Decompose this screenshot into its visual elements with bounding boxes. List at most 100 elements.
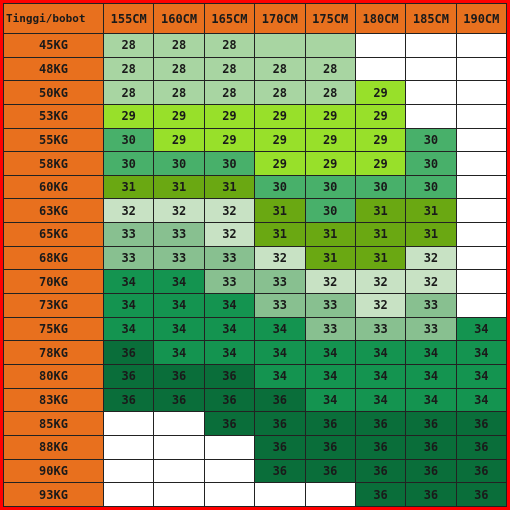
size-cell: 32: [254, 245, 306, 271]
corner-header: Tinggi/bobot: [3, 3, 104, 34]
size-cell: 34: [153, 293, 205, 318]
size-cell: 30: [354, 174, 407, 200]
size-cell: 30: [405, 151, 457, 176]
size-cell: [455, 293, 508, 318]
size-chart-frame: Tinggi/bobot 155CM 160CM 165CM 170CM 175…: [3, 3, 508, 507]
size-cell: 33: [254, 269, 306, 295]
size-cell: [455, 103, 508, 129]
size-cell: 28: [304, 80, 356, 105]
size-cell: 31: [254, 198, 306, 224]
size-cell: 36: [102, 363, 155, 389]
size-cell: 28: [254, 56, 306, 82]
size-cell: 32: [203, 222, 256, 247]
table-row: 45KG 28 28 28: [3, 33, 508, 58]
size-cell: 36: [203, 363, 256, 389]
row-header-weight: 73KG: [3, 293, 104, 318]
size-cell: 34: [203, 293, 256, 318]
size-cell: 31: [405, 198, 457, 224]
size-cell: 29: [203, 127, 256, 153]
table-row: 68KG 33 33 33 32 31 31 32: [3, 245, 508, 271]
row-header-weight: 45KG: [3, 33, 104, 58]
size-cell: 36: [254, 458, 306, 484]
size-cell: [455, 198, 508, 224]
size-cell: 30: [254, 174, 306, 200]
size-cell: 32: [354, 293, 407, 318]
table-row: 78KG 36 34 34 34 34 34 34 34: [3, 340, 508, 365]
size-cell: 29: [153, 103, 205, 129]
row-header-weight: 63KG: [3, 198, 104, 224]
size-cell: 32: [203, 198, 256, 224]
size-cell: [455, 245, 508, 271]
size-cell: [405, 80, 457, 105]
size-cell: 36: [304, 458, 356, 484]
size-cell: 29: [102, 103, 155, 129]
size-cell: 34: [153, 316, 205, 342]
size-cell: 31: [354, 198, 407, 224]
size-cell: 34: [405, 340, 457, 365]
table-row: 60KG 31 31 31 30 30 30 30: [3, 174, 508, 200]
size-cell: 34: [102, 269, 155, 295]
row-header-weight: 80KG: [3, 363, 104, 389]
size-cell: [203, 458, 256, 484]
size-cell: 33: [405, 316, 457, 342]
size-cell: 34: [455, 387, 508, 413]
size-cell: [405, 103, 457, 129]
size-chart-table: Tinggi/bobot 155CM 160CM 165CM 170CM 175…: [3, 3, 508, 507]
size-cell: 31: [405, 222, 457, 247]
size-cell: [455, 222, 508, 247]
size-cell: 33: [405, 293, 457, 318]
header-row: Tinggi/bobot 155CM 160CM 165CM 170CM 175…: [3, 3, 508, 34]
size-cell: [102, 482, 155, 507]
size-cell: 34: [455, 363, 508, 389]
size-cell: 28: [102, 80, 155, 105]
size-cell: [203, 434, 256, 460]
size-cell: 30: [304, 198, 356, 224]
row-header-weight: 75KG: [3, 316, 104, 342]
size-cell: [304, 482, 356, 507]
size-cell: 32: [405, 269, 457, 295]
size-cell: 31: [102, 174, 155, 200]
size-cell: 31: [304, 222, 356, 247]
size-cell: 34: [304, 387, 356, 413]
table-row: 90KG 36 36 36 36 36: [3, 458, 508, 484]
size-cell: 29: [254, 127, 306, 153]
size-cell: 36: [354, 482, 407, 507]
table-row: 58KG 30 30 30 29 29 29 30: [3, 151, 508, 176]
size-cell: 30: [405, 127, 457, 153]
table-row: 50KG 28 28 28 28 28 29: [3, 80, 508, 105]
row-header-weight: 65KG: [3, 222, 104, 247]
size-cell: 30: [405, 174, 457, 200]
size-cell: 28: [203, 33, 256, 58]
size-cell: 28: [153, 56, 205, 82]
size-cell: 32: [354, 269, 407, 295]
size-cell: [455, 80, 508, 105]
table-row: 65KG 33 33 32 31 31 31 31: [3, 222, 508, 247]
row-header-weight: 55KG: [3, 127, 104, 153]
table-row: 93KG 36 36 36: [3, 482, 508, 507]
size-cell: 28: [102, 33, 155, 58]
size-cell: 32: [304, 269, 356, 295]
size-cell: 34: [354, 340, 407, 365]
size-cell: [102, 458, 155, 484]
size-cell: 28: [203, 56, 256, 82]
size-cell: 34: [102, 316, 155, 342]
size-cell: 36: [254, 434, 306, 460]
table-row: 75KG 34 34 34 34 33 33 33 34: [3, 316, 508, 342]
size-cell: [203, 482, 256, 507]
size-cell: 31: [254, 222, 306, 247]
column-header: 180CM: [354, 3, 407, 34]
size-cell: 32: [405, 245, 457, 271]
row-header-weight: 78KG: [3, 340, 104, 365]
table-row: 55KG 30 29 29 29 29 29 30: [3, 127, 508, 153]
size-cell: [405, 33, 457, 58]
size-cell: 33: [102, 222, 155, 247]
size-cell: 30: [102, 151, 155, 176]
size-cell: 34: [455, 316, 508, 342]
size-cell: [455, 174, 508, 200]
table-row: 70KG 34 34 33 33 32 32 32: [3, 269, 508, 295]
size-cell: 28: [304, 56, 356, 82]
row-header-weight: 90KG: [3, 458, 104, 484]
size-cell: 29: [153, 127, 205, 153]
size-cell: [405, 56, 457, 82]
size-cell: [254, 33, 306, 58]
